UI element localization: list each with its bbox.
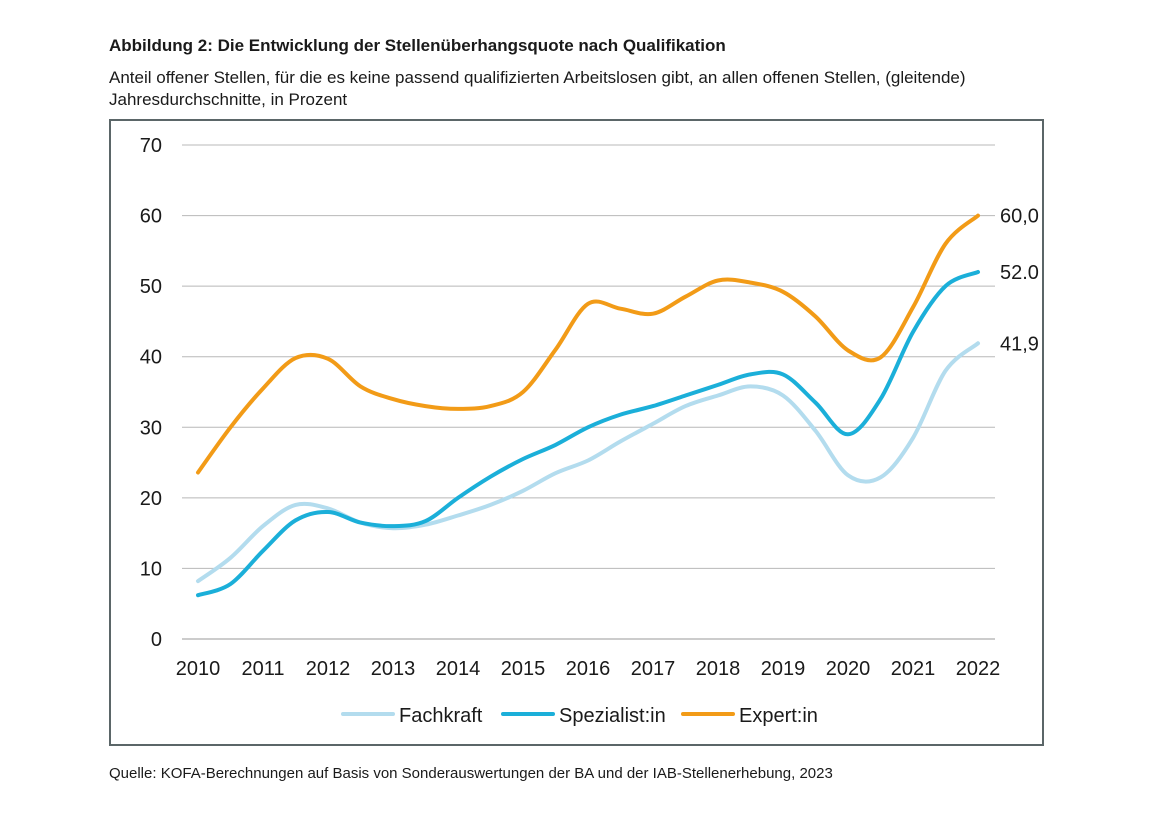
x-tick-label: 2011: [241, 658, 284, 680]
chart-frame: [109, 119, 1044, 746]
source-note: Quelle: KOFA-Berechnungen auf Basis von …: [109, 765, 833, 782]
y-tick-label: 60: [140, 206, 162, 228]
x-tick-label: 2022: [956, 658, 1001, 680]
series-line-spezialist-in: [196, 270, 980, 598]
x-tick-label: 2020: [826, 658, 871, 680]
y-tick-label: 40: [140, 347, 162, 369]
legend-label: Spezialist:in: [559, 705, 666, 727]
x-tick-label: 2016: [566, 658, 611, 680]
end-value-label: 60,0: [1000, 206, 1039, 228]
x-tick-label: 2017: [631, 658, 676, 680]
y-tick-label: 50: [140, 276, 162, 298]
x-tick-label: 2018: [696, 658, 741, 680]
x-tick-label: 2021: [891, 658, 936, 680]
legend-label: Expert:in: [739, 705, 818, 727]
chart-subtitle: Anteil offener Stellen, für die es keine…: [109, 68, 966, 109]
x-tick-label: 2019: [761, 658, 806, 680]
y-tick-label: 30: [140, 417, 162, 439]
end-value-label: 52.0: [1000, 262, 1039, 284]
y-tick-label: 0: [151, 629, 162, 651]
legend-label: Fachkraft: [399, 705, 483, 727]
y-tick-label: 20: [140, 488, 162, 510]
end-value-label: 41,9: [1000, 333, 1039, 355]
series-line-expert-in: [196, 213, 980, 475]
x-tick-label: 2015: [501, 658, 546, 680]
x-tick-label: 2010: [176, 658, 221, 680]
x-tick-label: 2012: [306, 658, 351, 680]
x-tick-label: 2014: [436, 658, 481, 680]
series-line-fachkraft: [196, 341, 980, 584]
y-tick-label: 10: [140, 558, 162, 580]
y-tick-label: 70: [140, 135, 162, 157]
chart-title: Abbildung 2: Die Entwicklung der Stellen…: [109, 36, 726, 55]
x-tick-label: 2013: [371, 658, 416, 680]
